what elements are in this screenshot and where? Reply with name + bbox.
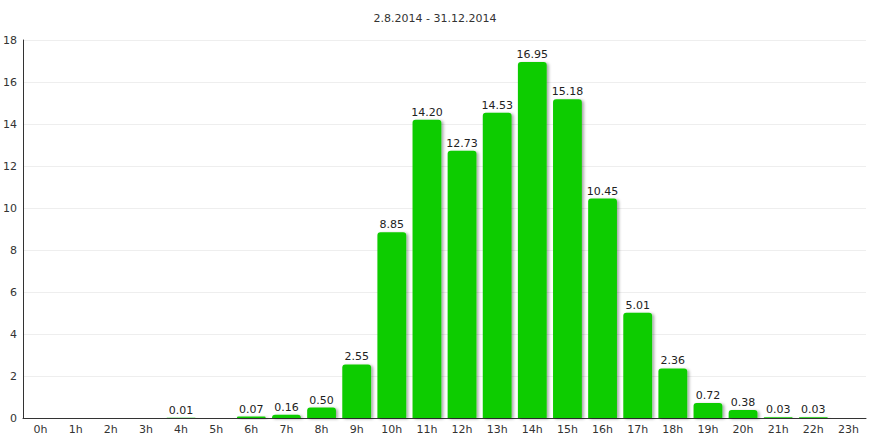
svg-text:2: 2 <box>10 370 17 383</box>
svg-text:2h: 2h <box>104 423 118 436</box>
svg-text:0.38: 0.38 <box>731 396 756 409</box>
svg-text:19h: 19h <box>697 423 718 436</box>
svg-text:14: 14 <box>3 118 17 131</box>
svg-text:3h: 3h <box>139 423 153 436</box>
svg-text:5h: 5h <box>209 423 223 436</box>
svg-text:0.01: 0.01 <box>169 404 194 417</box>
svg-text:23h: 23h <box>838 423 859 436</box>
svg-text:0: 0 <box>10 412 17 425</box>
svg-text:10: 10 <box>3 202 17 215</box>
svg-text:6h: 6h <box>244 423 258 436</box>
svg-text:10.45: 10.45 <box>587 185 619 198</box>
svg-text:9h: 9h <box>350 423 364 436</box>
svg-text:0.72: 0.72 <box>696 389 721 402</box>
svg-text:17h: 17h <box>627 423 648 436</box>
svg-text:7h: 7h <box>279 423 293 436</box>
svg-text:0.50: 0.50 <box>309 394 334 407</box>
svg-text:12h: 12h <box>452 423 473 436</box>
svg-text:1h: 1h <box>69 423 83 436</box>
svg-text:15h: 15h <box>557 423 578 436</box>
svg-text:4h: 4h <box>174 423 188 436</box>
svg-text:0.03: 0.03 <box>766 403 791 416</box>
svg-text:20h: 20h <box>733 423 754 436</box>
svg-text:14h: 14h <box>522 423 543 436</box>
svg-text:0h: 0h <box>34 423 48 436</box>
svg-text:12: 12 <box>3 160 17 173</box>
svg-text:18: 18 <box>3 34 17 47</box>
svg-text:14.53: 14.53 <box>481 99 512 112</box>
svg-text:8.85: 8.85 <box>380 218 405 231</box>
svg-text:18h: 18h <box>662 423 683 436</box>
svg-text:14.20: 14.20 <box>411 106 443 119</box>
svg-text:10h: 10h <box>381 423 402 436</box>
svg-text:0.16: 0.16 <box>274 401 299 414</box>
svg-text:15.18: 15.18 <box>552 85 584 98</box>
svg-text:21h: 21h <box>768 423 789 436</box>
svg-text:16.95: 16.95 <box>517 48 549 61</box>
svg-text:12.73: 12.73 <box>446 137 478 150</box>
svg-text:11h: 11h <box>416 423 437 436</box>
svg-text:22h: 22h <box>803 423 824 436</box>
svg-text:16: 16 <box>3 76 17 89</box>
svg-text:4: 4 <box>10 328 17 341</box>
svg-text:2.8.2014 - 31.12.2014: 2.8.2014 - 31.12.2014 <box>374 12 497 25</box>
svg-text:5.01: 5.01 <box>625 299 650 312</box>
svg-text:2.55: 2.55 <box>344 350 369 363</box>
svg-text:6: 6 <box>10 286 17 299</box>
svg-text:0.03: 0.03 <box>801 403 826 416</box>
svg-text:8h: 8h <box>315 423 329 436</box>
svg-text:0.07: 0.07 <box>239 403 264 416</box>
svg-text:13h: 13h <box>487 423 508 436</box>
svg-text:2.36: 2.36 <box>661 354 686 367</box>
svg-text:8: 8 <box>10 244 17 257</box>
svg-text:16h: 16h <box>592 423 613 436</box>
